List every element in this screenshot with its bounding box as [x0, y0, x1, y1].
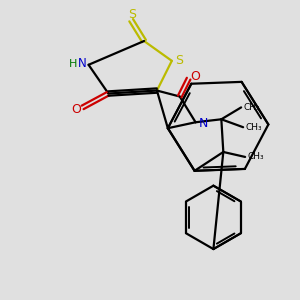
- Text: N: N: [199, 117, 208, 130]
- Text: CH₃: CH₃: [243, 103, 260, 112]
- Text: CH₃: CH₃: [245, 123, 262, 132]
- Text: O: O: [190, 70, 200, 83]
- Text: O: O: [71, 103, 81, 116]
- Text: N: N: [78, 57, 87, 70]
- Text: CH₃: CH₃: [247, 152, 264, 161]
- Text: S: S: [175, 54, 183, 67]
- Text: H: H: [68, 59, 77, 69]
- Text: S: S: [128, 8, 136, 21]
